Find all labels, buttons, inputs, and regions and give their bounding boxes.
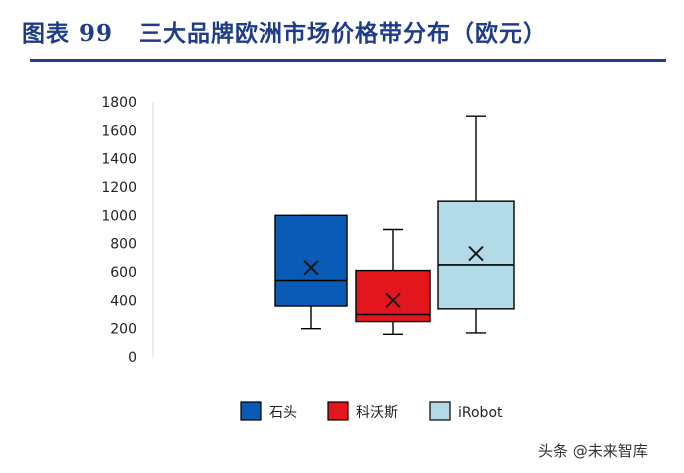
figure-title: 三大品牌欧洲市场价格带分布（欧元）: [139, 20, 548, 47]
y-tick-label: 1400: [101, 152, 137, 168]
legend-label: 科沃斯: [356, 405, 398, 421]
box-3: [437, 200, 515, 310]
box-1: [274, 214, 348, 307]
legend-label: 石头: [269, 405, 297, 421]
mean-marker: [303, 260, 319, 276]
y-tick-label: 1200: [101, 180, 137, 196]
mean-marker: [385, 292, 401, 309]
mean-marker: [468, 245, 484, 262]
box-2: [355, 269, 431, 323]
y-tick-label: 200: [110, 322, 137, 338]
legend-swatch: [429, 401, 451, 421]
y-tick-label: 1000: [101, 208, 137, 224]
legend-label: iRobot: [458, 405, 503, 421]
y-tick-label: 0: [128, 350, 137, 366]
legend-swatch: [240, 401, 262, 421]
y-tick-label: 1600: [101, 123, 137, 139]
title-underline: [30, 59, 666, 62]
y-tick-label: 400: [110, 293, 137, 309]
watermark: 头条 @未来智库: [538, 442, 648, 460]
y-tick-label: 600: [110, 265, 137, 281]
chart-title: 图表 99 三大品牌欧洲市场价格带分布（欧元）: [22, 14, 672, 48]
y-tick-label: 1800: [101, 95, 137, 111]
y-tick-label: 800: [110, 237, 137, 253]
figure-label: 图表 99: [22, 20, 114, 47]
legend-swatch: [327, 401, 349, 421]
